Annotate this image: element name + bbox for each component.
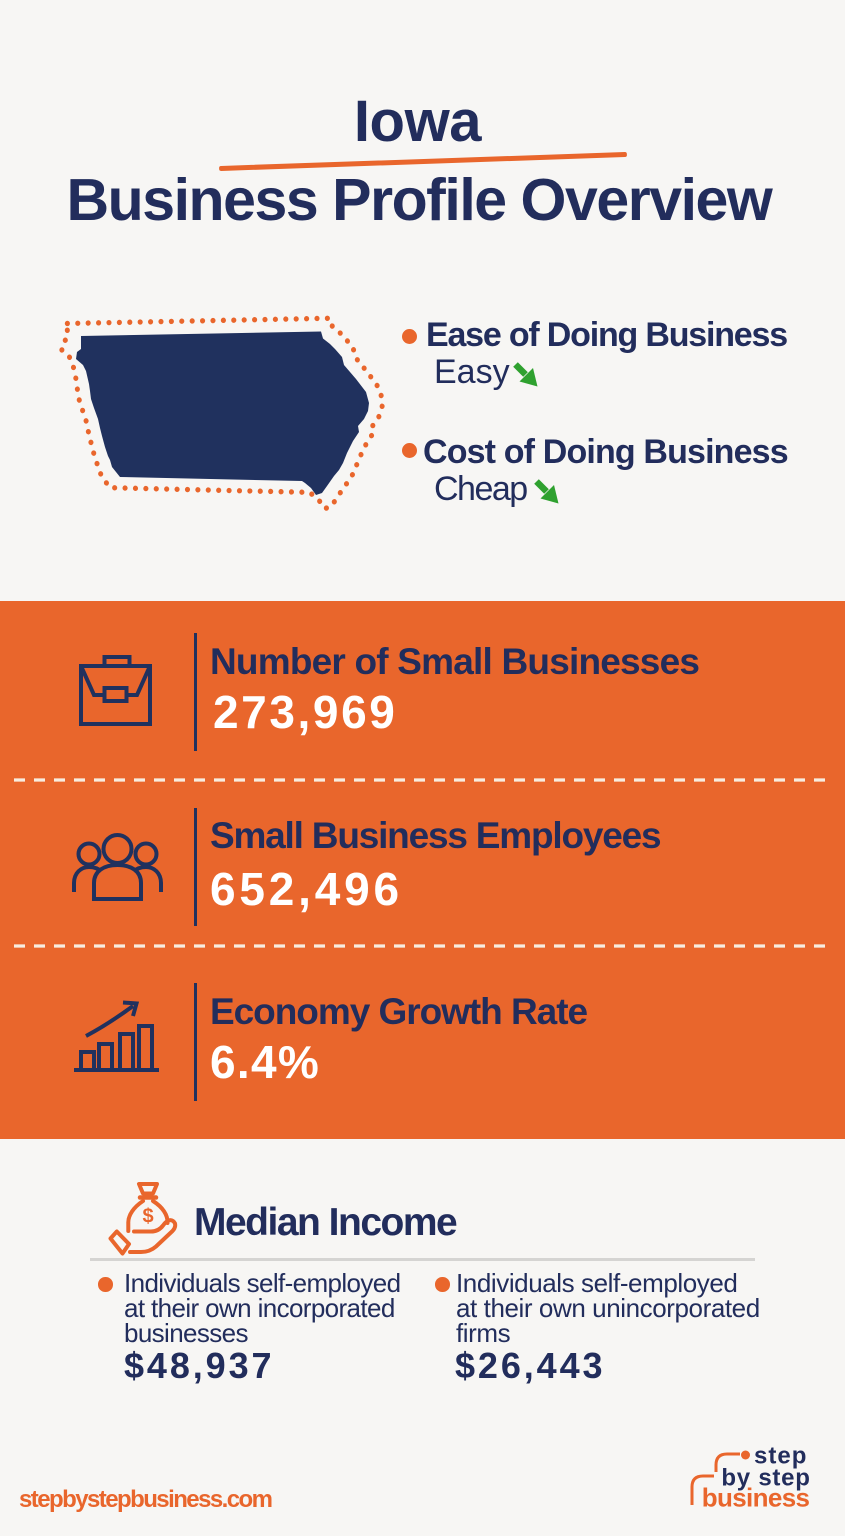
svg-text:step: step [754,1443,807,1470]
svg-text:$: $ [142,1206,153,1228]
svg-text:by step: by step [721,1465,810,1492]
svg-text:business: business [702,1482,810,1512]
